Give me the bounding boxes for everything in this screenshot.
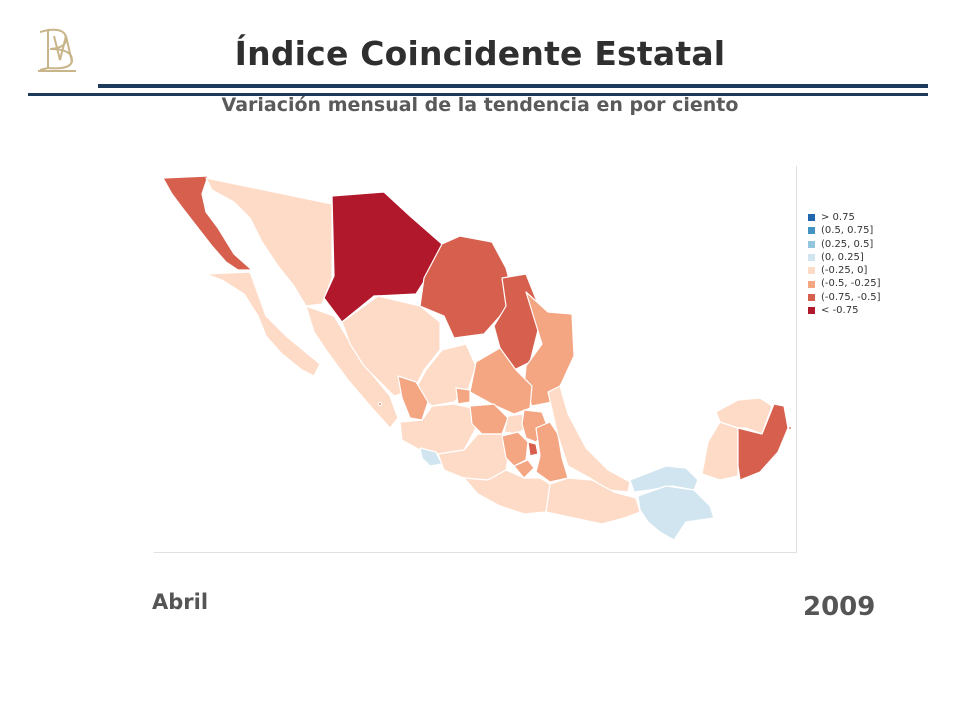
page-title: Índice Coincidente Estatal: [234, 34, 726, 73]
state-mexico: [501, 431, 529, 467]
legend-item: (-0.25, 0]: [808, 264, 881, 277]
legend-item: (-0.75, -0.5]: [808, 291, 881, 304]
legend-swatch: [808, 214, 815, 222]
map-legend: > 0.75 (0.5, 0.75] (0.25, 0.5] (0, 0.25]…: [808, 211, 881, 317]
legend-label: (0.5, 0.75]: [821, 225, 874, 237]
legend-swatch: [808, 307, 815, 315]
state-coahuila: [419, 235, 515, 339]
map-panel: [154, 166, 798, 554]
legend-label: < -0.75: [821, 305, 859, 317]
state-campeche: [701, 421, 739, 481]
state-yucatan: [715, 397, 773, 435]
state-chiapas: [637, 485, 715, 541]
state-aguascalientes: [455, 387, 471, 405]
legend-swatch: [808, 267, 815, 275]
legend-item: > 0.75: [808, 211, 881, 224]
state-chihuahua: [323, 191, 443, 323]
legend-item: < -0.75: [808, 304, 881, 317]
period-year: 2009: [803, 592, 876, 622]
legend-swatch: [808, 254, 815, 262]
legend-swatch: [808, 240, 815, 248]
island-marias: [377, 401, 383, 407]
mexico-choropleth-map: [162, 175, 793, 541]
state-queretaro: [503, 413, 527, 435]
state-morelos: [513, 459, 535, 479]
page-subtitle: Variación mensual de la tendencia en por…: [221, 94, 739, 116]
state-oaxaca: [545, 477, 641, 525]
bm-monogram-icon: [38, 28, 76, 72]
header-rule-top: [98, 84, 928, 88]
legend-label: > 0.75: [821, 212, 855, 223]
legend-item: (0.25, 0.5]: [808, 238, 881, 251]
state-durango: [341, 295, 441, 397]
legend-swatch: [808, 280, 815, 288]
legend-item: (-0.5, -0.25]: [808, 277, 881, 290]
legend-label: (0, 0.25]: [821, 251, 864, 263]
state-veracruz: [547, 385, 631, 493]
map-frame: [154, 166, 797, 553]
legend-swatch: [808, 293, 815, 301]
state-distrito-federal: [527, 441, 539, 457]
legend-label: (-0.25, 0]: [821, 265, 868, 277]
legend-label: (-0.75, -0.5]: [821, 291, 881, 303]
island-cozumel: [787, 425, 793, 431]
state-sonora: [205, 177, 333, 307]
state-san-luis-potosi: [469, 347, 533, 415]
state-quintana-roo: [737, 403, 789, 481]
state-colima: [419, 447, 443, 467]
state-baja-california: [162, 175, 253, 271]
state-baja-california-sur: [205, 271, 321, 377]
legend-swatch: [808, 227, 815, 235]
legend-label: (-0.5, -0.25]: [821, 278, 881, 290]
legend-item: (0.5, 0.75]: [808, 224, 881, 237]
legend-label: (0.25, 0.5]: [821, 238, 874, 250]
header-rule-bottom: [28, 93, 928, 96]
period-month: Abril: [152, 590, 209, 614]
legend-item: (0, 0.25]: [808, 251, 881, 264]
